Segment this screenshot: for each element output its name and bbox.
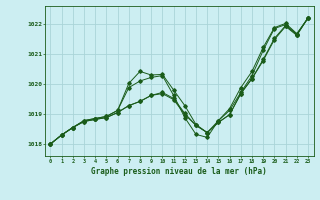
X-axis label: Graphe pression niveau de la mer (hPa): Graphe pression niveau de la mer (hPa) bbox=[91, 167, 267, 176]
